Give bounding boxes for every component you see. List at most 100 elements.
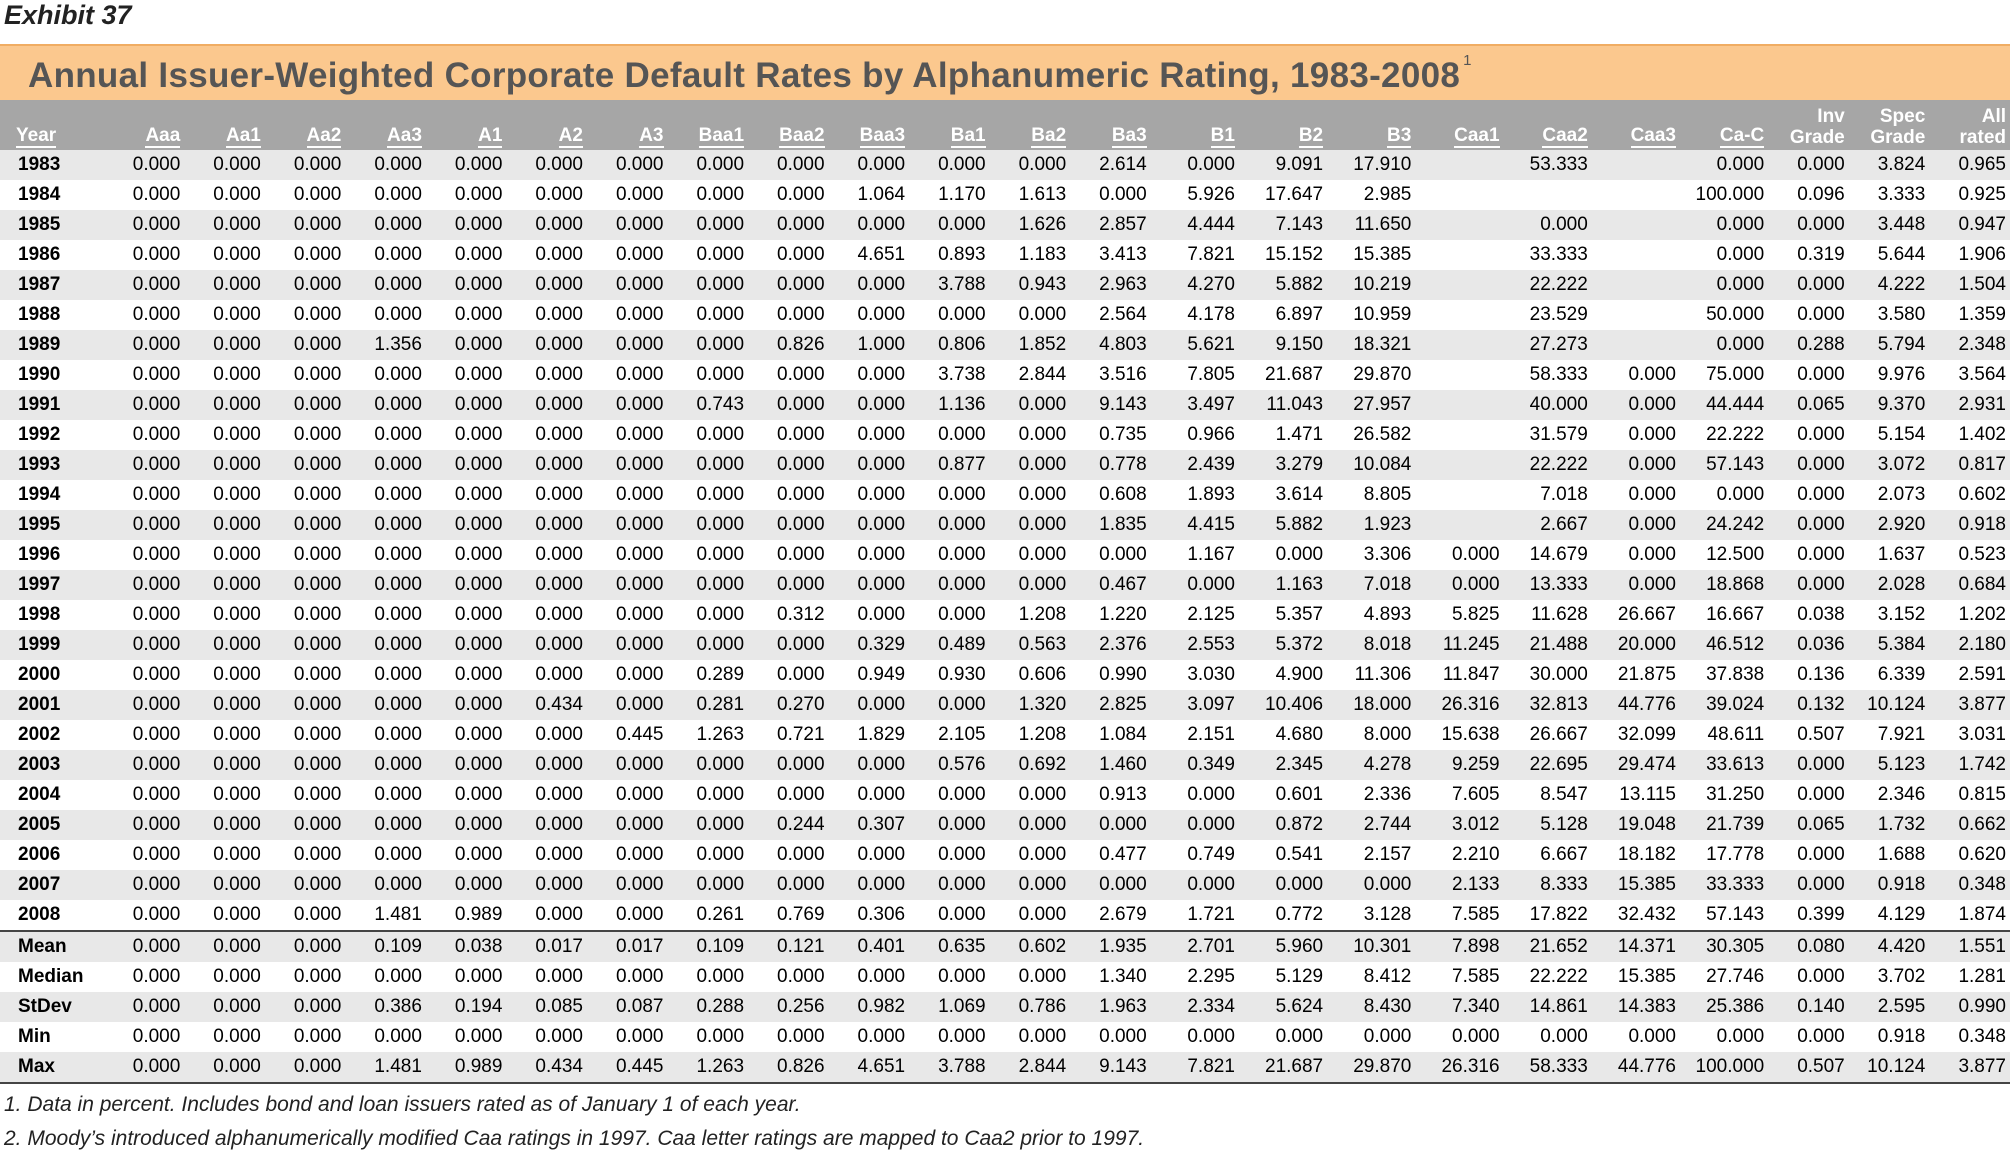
table-cell: 0.000 xyxy=(777,514,825,535)
table-cell: 0.000 xyxy=(777,484,825,505)
column-header-label: B1 xyxy=(1210,125,1235,148)
table-cell: 18.182 xyxy=(1617,844,1676,865)
table-cell: 2.439 xyxy=(1187,454,1235,475)
table-cell: 0.194 xyxy=(454,996,503,1017)
table-cell: 3.877 xyxy=(1958,694,2006,715)
table-cell: 15.385 xyxy=(1617,874,1676,895)
table-cell xyxy=(1415,270,1503,300)
table-cell: 0.000 xyxy=(696,184,745,205)
table-cell: 1.626 xyxy=(1018,214,1067,235)
table-cell: 0.000 xyxy=(1716,274,1765,295)
table-cell: 0.000 xyxy=(535,214,583,235)
table-cell: 0.000 xyxy=(696,966,745,987)
table-cell: 0.307 xyxy=(857,814,906,835)
table-cell: 32.813 xyxy=(1529,694,1588,715)
table-cell: 0.000 xyxy=(938,214,986,235)
table-cell: 0.000 xyxy=(615,1026,664,1047)
row-label: 1984 xyxy=(18,184,61,205)
table-cell: 5.882 xyxy=(1275,274,1324,295)
table-cell: 27.957 xyxy=(1353,394,1412,415)
table-cell: 7.585 xyxy=(1452,966,1500,987)
row-label: 2002 xyxy=(18,724,61,745)
column-header-line: rated xyxy=(1959,127,2006,148)
table-cell: 1.923 xyxy=(1363,514,1412,535)
table-cell: 0.000 xyxy=(1797,154,1845,175)
table-cell: 0.000 xyxy=(615,244,664,265)
table-cell xyxy=(1415,180,1503,210)
table-cell: 0.000 xyxy=(696,454,745,475)
table-cell: 0.000 xyxy=(615,604,664,625)
table-cell: 3.448 xyxy=(1877,214,1926,235)
table-cell: 0.000 xyxy=(777,754,825,775)
table-cell xyxy=(1592,300,1680,330)
table-cell: 0.000 xyxy=(293,724,342,745)
column-header-label: Ba1 xyxy=(950,125,986,148)
table-cell: 0.913 xyxy=(1099,784,1147,805)
table-cell: 2.744 xyxy=(1363,814,1412,835)
table-cell: 0.817 xyxy=(1958,454,2006,475)
table-cell: 1.893 xyxy=(1187,484,1235,505)
table-cell: 2.105 xyxy=(938,724,986,745)
table-cell: 0.038 xyxy=(1797,604,1845,625)
table-cell: 2.931 xyxy=(1958,394,2006,415)
table-cell: 0.000 xyxy=(1452,574,1500,595)
table-cell: 0.000 xyxy=(454,184,503,205)
table-cell: 3.030 xyxy=(1187,664,1235,685)
table-cell: 2.157 xyxy=(1363,844,1412,865)
table-cell: 0.000 xyxy=(374,664,422,685)
table-cell: 0.000 xyxy=(454,966,503,987)
row-label: 1994 xyxy=(18,484,61,505)
table-cell: 0.000 xyxy=(454,634,503,655)
table-cell: 3.413 xyxy=(1099,244,1147,265)
table-cell: 0.000 xyxy=(293,966,342,987)
table-cell: 1.263 xyxy=(667,1052,749,1084)
statistic-row: Median 0.000 0.000 0.000 0.000 0.000 0.000 0.00… xyxy=(0,962,2010,992)
column-header-label: Ba2 xyxy=(1031,125,1067,148)
table-cell: 5.794 xyxy=(1877,334,1926,355)
table-cell: 0.000 xyxy=(293,904,342,925)
table-cell: 0.000 xyxy=(132,274,181,295)
table-cell: 10.301 xyxy=(1327,930,1416,962)
table-cell: 0.826 xyxy=(748,1052,829,1084)
table-cell: 0.000 xyxy=(1628,394,1676,415)
table-cell: 0.000 xyxy=(535,1026,583,1047)
table-cell: 0.000 xyxy=(213,334,261,355)
table-cell: 0.000 xyxy=(615,544,664,565)
table-cell: 0.000 xyxy=(213,996,261,1017)
table-cell: 0.918 xyxy=(1958,514,2006,535)
table-cell: 0.000 xyxy=(293,304,342,325)
table-cell: 0.000 xyxy=(213,484,261,505)
table-cell: 0.065 xyxy=(1797,394,1845,415)
table-cell: 4.803 xyxy=(1099,334,1147,355)
table-cell xyxy=(1415,390,1503,420)
table-cell: 0.000 xyxy=(535,454,583,475)
year-row: 1998 0.000 0.000 0.000 0.000 0.000 0.000 0.000 0… xyxy=(0,600,2010,630)
table-cell: 2.591 xyxy=(1958,664,2006,685)
table-cell: 0.000 xyxy=(213,574,261,595)
table-cell: 0.000 xyxy=(1018,424,1067,445)
table-cell: 0.434 xyxy=(506,1052,587,1084)
table-cell: 3.497 xyxy=(1187,394,1235,415)
table-cell: 0.635 xyxy=(909,930,990,962)
table-cell: 1.208 xyxy=(1018,604,1067,625)
table-cell: 58.333 xyxy=(1503,1052,1592,1084)
table-cell: 75.000 xyxy=(1706,364,1765,385)
table-cell: 0.000 xyxy=(696,514,745,535)
table-cell: 0.000 xyxy=(1018,394,1067,415)
exhibit-label: Exhibit 37 xyxy=(4,0,132,30)
table-cell: 0.038 xyxy=(425,930,507,962)
table-cell: 0.000 xyxy=(1018,514,1067,535)
table-cell: 21.687 xyxy=(1238,1052,1328,1084)
table-cell: 0.000 xyxy=(293,1026,342,1047)
row-label: 1987 xyxy=(18,274,61,295)
table-cell: 0.620 xyxy=(1958,844,2006,865)
table-cell: 2.553 xyxy=(1187,634,1235,655)
table-cell: 8.000 xyxy=(1363,724,1412,745)
table-cell: 0.000 xyxy=(213,184,261,205)
row-label: Median xyxy=(18,966,84,987)
table-cell: 26.316 xyxy=(1441,694,1500,715)
column-header-label: Aa3 xyxy=(387,125,422,148)
table-cell: 1.481 xyxy=(345,1052,426,1084)
table-cell: 0.000 xyxy=(293,754,342,775)
table-cell: 2.346 xyxy=(1877,784,1926,805)
